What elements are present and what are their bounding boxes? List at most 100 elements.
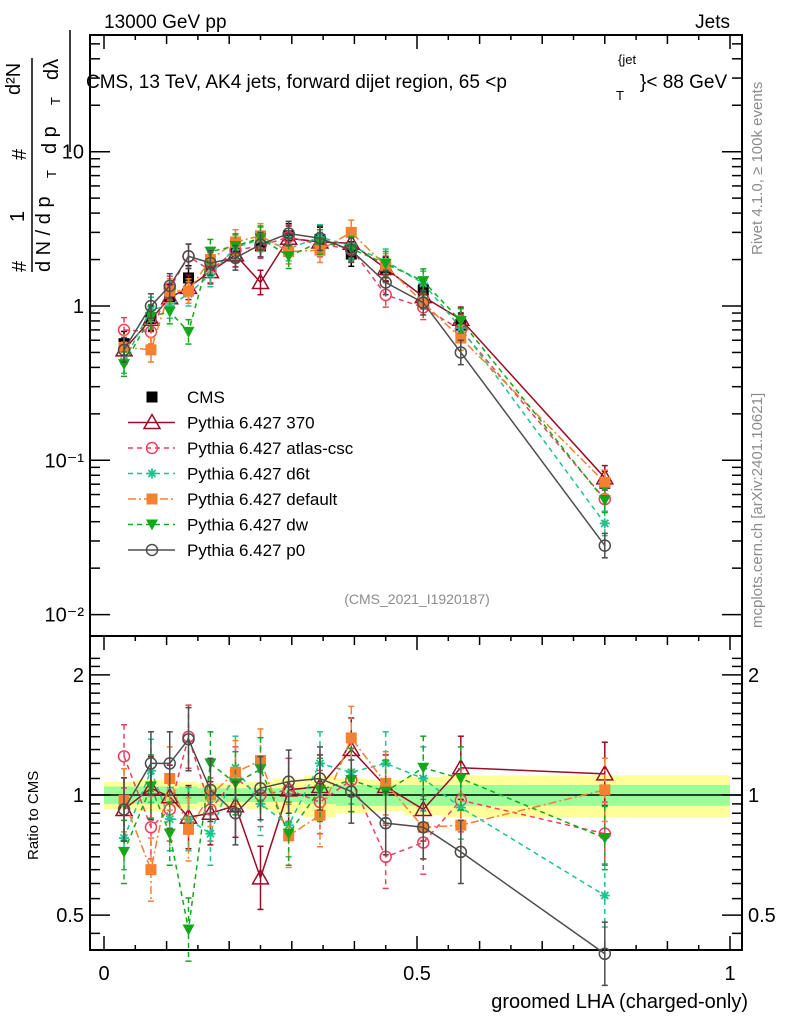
y-tick-label: 0.5 (56, 905, 84, 927)
data-point (598, 947, 612, 961)
data-point (118, 846, 131, 858)
y-tick-label-right: 1 (748, 785, 759, 807)
data-point (282, 227, 295, 240)
series-line (123, 733, 605, 858)
y-axis-label-ratio: Ratio to CMS (25, 771, 42, 860)
svg-text:d p: d p (39, 126, 61, 154)
data-point (454, 845, 468, 859)
data-point (251, 272, 270, 290)
legend-label: Pythia 6.427 p0 (187, 541, 305, 560)
data-point (379, 258, 392, 270)
legend-item: CMS (146, 388, 225, 407)
data-point (379, 816, 392, 830)
data-point (182, 326, 195, 338)
series-pythia-6-427-dw (118, 731, 611, 962)
y-tick-label: 10⁻¹ (45, 450, 85, 472)
data-point (454, 315, 467, 327)
svg-text:T: T (44, 170, 59, 178)
data-point (144, 821, 158, 834)
series-line (123, 761, 606, 930)
data-point (379, 276, 392, 289)
data-point (163, 279, 176, 293)
data-point (163, 306, 176, 318)
legend-item: Pythia 6.427 dw (128, 516, 309, 535)
data-point (454, 773, 467, 785)
svg-text:dλ: dλ (41, 59, 63, 80)
ratio-panel-series (114, 704, 615, 987)
data-point (417, 296, 430, 309)
data-point (145, 344, 157, 356)
data-point (417, 276, 430, 288)
data-point (599, 890, 610, 901)
data-point (598, 833, 611, 845)
x-tick-label: 0.5 (403, 963, 431, 985)
rivet-version-label: Rivet 4.1.0, ≥ 100k events (749, 82, 766, 255)
legend-marker (145, 543, 159, 557)
series-pythia-6-427-d6t (119, 224, 610, 537)
data-point (313, 772, 327, 785)
legend-marker (146, 493, 158, 505)
svg-text:d N / d p: d N / d p (33, 196, 55, 272)
data-point (418, 773, 429, 784)
y-tick-label: 1 (73, 785, 84, 807)
data-point (417, 821, 430, 834)
y-tick-label: 1 (73, 296, 84, 318)
legend-item: Pythia 6.427 default (128, 490, 338, 509)
plot-title-main: CMS, 13 TeV, AK4 jets, forward dijet reg… (86, 72, 507, 93)
svg-text:T: T (48, 97, 63, 105)
x-tick-label: 1 (724, 963, 735, 985)
legend-marker (146, 391, 158, 403)
legend-label: Pythia 6.427 d6t (187, 465, 310, 484)
legend-marker (145, 441, 159, 455)
data-point (345, 785, 358, 798)
legend-item: Pythia 6.427 p0 (128, 541, 305, 560)
svg-text:#: # (9, 148, 31, 160)
data-point (454, 346, 468, 359)
data-point (205, 828, 216, 839)
data-point (144, 757, 158, 770)
data-point (282, 775, 295, 788)
plot-title: CMS, 13 TeV, AK4 jets, forward dijet reg… (86, 52, 727, 103)
plot-title-sub: T (616, 88, 624, 103)
analysis-id-label: (CMS_2021_I1920187) (344, 591, 490, 607)
y-axis-label-main: # 1 d N / d p T # d²N d p T dλ (3, 30, 71, 272)
svg-text:#: # (9, 260, 31, 272)
legend-item: Pythia 6.427 atlas-csc (128, 439, 354, 458)
header-right-label: Jets (695, 12, 730, 33)
data-point (229, 251, 242, 265)
data-point (313, 231, 327, 245)
plot-title-sup: {jet (618, 52, 636, 67)
svg-text:1: 1 (7, 211, 29, 222)
data-point (345, 732, 357, 744)
data-point (345, 226, 357, 238)
data-point (417, 762, 430, 774)
data-point (145, 864, 157, 876)
series-pythia-6-427-p0 (117, 706, 612, 987)
ratio-plot-frame (89, 635, 743, 951)
data-point (182, 924, 195, 936)
x-axis-label: groomed LHA (charged-only) (491, 991, 748, 1013)
legend-label: Pythia 6.427 atlas-csc (187, 439, 354, 458)
data-point (598, 495, 611, 507)
data-point (282, 828, 295, 840)
legend-marker (146, 519, 158, 531)
legend-item: Pythia 6.427 d6t (128, 465, 310, 484)
svg-text:d²N: d²N (3, 63, 25, 95)
data-point (182, 732, 195, 746)
series-line (123, 736, 605, 873)
data-point (599, 518, 610, 529)
x-tick-label: 0 (98, 963, 109, 985)
mcplots-credit-label: mcplots.cern.ch [arXiv:2401.10621] (749, 393, 766, 628)
data-point (117, 750, 131, 763)
data-point (204, 783, 217, 797)
data-point (164, 301, 175, 311)
data-point (183, 285, 195, 297)
data-point (598, 539, 612, 552)
data-point (204, 256, 217, 270)
data-point (117, 343, 131, 357)
y-tick-label: 2 (73, 665, 84, 687)
data-point (117, 803, 131, 816)
y-tick-label: 10 (62, 142, 84, 164)
data-point (282, 251, 295, 263)
